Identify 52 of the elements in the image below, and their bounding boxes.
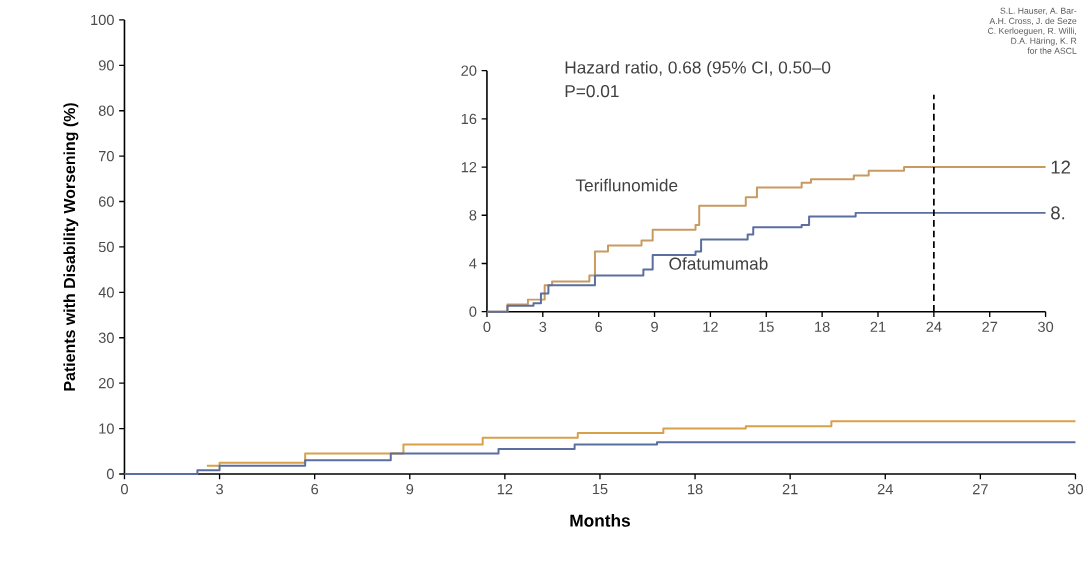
x-tick-label: 12 xyxy=(497,484,513,495)
annotation: 8. xyxy=(1051,206,1065,220)
x-tick-label: 27 xyxy=(972,484,988,495)
y-tick-label: 80 xyxy=(98,105,114,117)
series-label: Teriflunomide xyxy=(575,179,678,192)
x-tick-label: 3 xyxy=(539,321,547,333)
y-axis-title: Patients with Disability Worsening (%) xyxy=(63,103,79,391)
x-tick-label: 18 xyxy=(688,484,703,495)
y-tick-label: 60 xyxy=(98,196,114,207)
annotation: A.H. Cross, J. de Seze xyxy=(989,17,1077,26)
y-tick-label: 100 xyxy=(91,14,114,26)
x-tick-label: 30 xyxy=(1038,321,1054,333)
y-tick-label: 16 xyxy=(461,113,477,125)
x-tick-label: 24 xyxy=(926,321,942,333)
y-tick-label: 70 xyxy=(98,151,114,162)
y-tick-label: 20 xyxy=(461,65,477,77)
annotation: D.A. Häring, K. R xyxy=(1011,37,1077,46)
series-label: Ofatumumab xyxy=(669,257,768,270)
x-tick-label: 15 xyxy=(759,321,774,333)
y-tick-label: 0 xyxy=(106,469,114,480)
x-tick-label: 9 xyxy=(406,484,414,495)
x-tick-label: 24 xyxy=(877,484,893,495)
x-tick-label: 6 xyxy=(311,484,319,495)
x-tick-label: 15 xyxy=(592,484,608,495)
annotation: P=0.01 xyxy=(565,85,619,98)
y-tick-label: 90 xyxy=(98,60,114,71)
x-tick-label: 6 xyxy=(595,321,603,333)
x-tick-label: 30 xyxy=(1067,484,1083,495)
y-tick-label: 10 xyxy=(99,423,114,434)
x-tick-label: 9 xyxy=(651,321,658,333)
y-tick-label: 50 xyxy=(98,241,114,253)
y-tick-label: 12 xyxy=(461,162,477,173)
y-tick-label: 4 xyxy=(469,258,477,269)
y-tick-label: 40 xyxy=(98,287,114,298)
text: S.L. Hauser, A. Bar- xyxy=(1000,7,1077,15)
x-axis-title: Months xyxy=(570,514,630,527)
y-tick-label: 0 xyxy=(469,306,477,318)
annotation: for the ASCL xyxy=(1027,47,1077,55)
annotation: Hazard ratio, 0.68 (95% CI, 0.50–0 xyxy=(565,61,831,78)
y-tick-label: 8 xyxy=(469,210,477,221)
x-tick-label: 0 xyxy=(483,321,491,333)
y-tick-label: 30 xyxy=(98,332,114,344)
x-tick-label: 3 xyxy=(216,484,223,495)
x-tick-label: 0 xyxy=(120,484,128,495)
annotation: 12 xyxy=(1051,160,1071,174)
y-tick-label: 20 xyxy=(98,378,114,389)
x-tick-label: 21 xyxy=(870,321,886,333)
x-tick-label: 12 xyxy=(703,321,718,333)
x-tick-label: 21 xyxy=(782,484,798,495)
annotation: C. Kerloeguen, R. Willi, xyxy=(987,27,1076,36)
x-tick-label: 18 xyxy=(815,321,830,333)
x-tick-label: 27 xyxy=(982,321,998,333)
